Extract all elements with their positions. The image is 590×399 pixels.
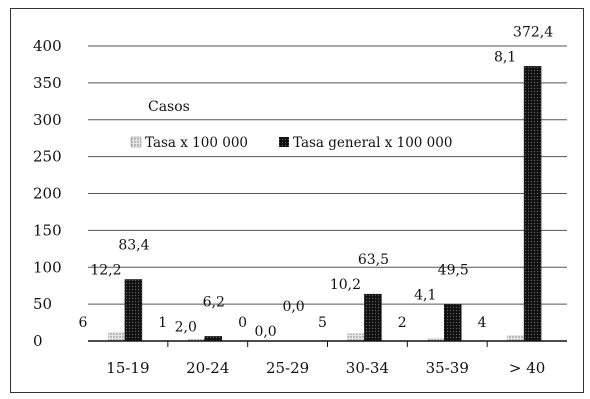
y-tick-label: 400 bbox=[33, 37, 62, 55]
value-label-casos: 4 bbox=[478, 315, 487, 331]
value-label-tasa-general: 0,0 bbox=[282, 299, 304, 315]
bar-tasa bbox=[427, 337, 445, 341]
bar-tasa-general bbox=[444, 304, 462, 342]
bars bbox=[107, 66, 542, 342]
x-tick-label: 25-29 bbox=[266, 359, 309, 377]
value-label-casos: 0 bbox=[238, 315, 247, 331]
y-tick-label: 100 bbox=[33, 258, 62, 276]
y-tick-label: 200 bbox=[33, 185, 62, 203]
legend-swatch-tasa-general bbox=[279, 137, 289, 147]
gridlines bbox=[88, 45, 567, 305]
bar-tasa bbox=[107, 332, 125, 341]
x-tick-label: 35-39 bbox=[426, 359, 469, 377]
bar-tasa bbox=[347, 333, 365, 341]
y-tick-label: 350 bbox=[33, 74, 62, 92]
x-tick-label: 30-34 bbox=[346, 359, 389, 377]
chart-frame: 0 50 100 150 200 250 300 350 400 83,4 12,2 6 6,2 2,0… bbox=[10, 8, 584, 393]
x-axis: 15-19 20-24 25-29 30-34 35-39 > 40 bbox=[88, 340, 567, 377]
bar-tasa-general bbox=[364, 293, 382, 342]
value-label-tasa: 4,1 bbox=[414, 287, 436, 303]
casos-label: Casos bbox=[148, 99, 190, 115]
bar-tasa bbox=[507, 335, 525, 341]
legend-label-tasa: Tasa x 100 000 bbox=[145, 135, 248, 151]
y-tick-label: 150 bbox=[33, 221, 62, 239]
y-axis: 0 50 100 150 200 250 300 350 400 bbox=[33, 37, 62, 350]
y-tick-label: 300 bbox=[33, 111, 62, 129]
value-label-tasa-general: 6,2 bbox=[203, 294, 225, 310]
y-tick-label: 0 bbox=[33, 332, 43, 350]
bar-tasa-general bbox=[523, 66, 542, 342]
x-tick-label: 20-24 bbox=[186, 359, 229, 377]
value-label-tasa: 8,1 bbox=[494, 49, 516, 65]
value-labels: 83,4 12,2 6 6,2 2,0 1 0,0 0,0 0 63,5 10,2 5 49,54,1 2… bbox=[78, 24, 553, 340]
value-label-tasa: 12,2 bbox=[90, 262, 121, 278]
y-tick-label: 250 bbox=[33, 148, 62, 166]
legend-label-tasa-general: Tasa general x 100 000 bbox=[293, 135, 452, 151]
x-tick-label: 15-19 bbox=[106, 359, 149, 377]
legend-swatch-tasa bbox=[130, 136, 142, 148]
value-label-casos: 5 bbox=[318, 315, 327, 331]
x-tick-label: > 40 bbox=[509, 359, 545, 377]
value-label-tasa: 10,2 bbox=[330, 277, 361, 293]
value-label-tasa-general: 63,5 bbox=[358, 252, 389, 268]
value-label-tasa: 2,0 bbox=[175, 319, 197, 335]
value-label-casos: 2 bbox=[398, 315, 407, 331]
bar-tasa-general bbox=[124, 279, 143, 342]
value-label-casos: 6 bbox=[78, 315, 87, 331]
bar-tasa bbox=[187, 339, 205, 341]
value-label-tasa: 0,0 bbox=[254, 324, 276, 340]
value-label-casos: 1 bbox=[158, 315, 167, 331]
legend: Casos Tasa x 100 000 Tasa general x 100 … bbox=[130, 99, 452, 151]
value-label-tasa-general: 372,4 bbox=[513, 24, 553, 40]
value-label-tasa-general: 49,5 bbox=[438, 262, 469, 278]
y-tick-label: 50 bbox=[33, 295, 52, 313]
value-label-tasa-general: 83,4 bbox=[118, 237, 149, 253]
